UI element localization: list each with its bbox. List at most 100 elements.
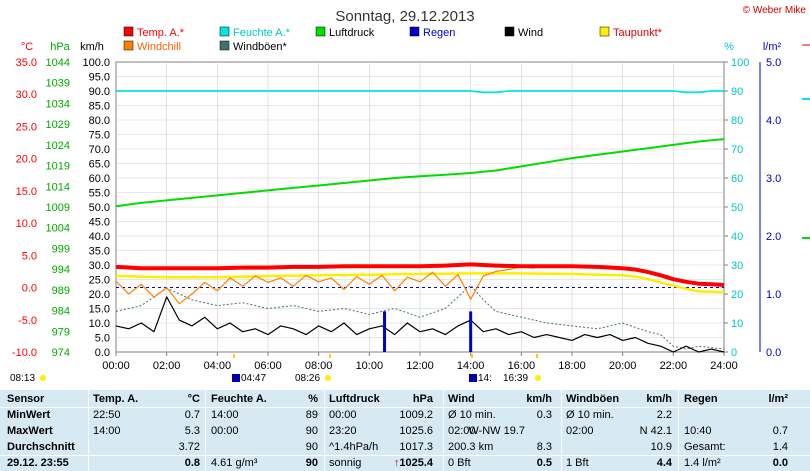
tick-label-temp: -5.0	[18, 315, 37, 327]
tick-label-kmh: 100.0	[82, 57, 110, 69]
sunrise-time: 08:13	[10, 373, 35, 384]
series-line	[115, 262, 725, 287]
tick-label-temp: 30.0	[16, 89, 37, 101]
tick-label-kmh: 15.0	[89, 304, 110, 316]
tick-label-kmh: 75.0	[89, 130, 110, 142]
column-divider	[88, 390, 89, 471]
table-header: Feuchte A.	[211, 393, 267, 405]
tick-label-temp: 35.0	[16, 57, 37, 69]
tick-label-temp: 0.0	[22, 283, 37, 295]
table-cell: Gesamt:	[684, 441, 726, 453]
tick-label-rain: 3.0	[766, 173, 781, 185]
tick-label-rain: 0.0	[766, 347, 781, 359]
daylight-mark: 08:26	[295, 373, 320, 384]
legend-label: Feuchte A.*	[233, 27, 291, 39]
sun-icon	[535, 375, 541, 381]
table-cell: 1025.6	[399, 425, 433, 437]
legend-swatch	[123, 26, 134, 37]
tick-label-hpa: 1044	[46, 57, 70, 69]
axis-unit-hpa: hPa	[50, 41, 70, 53]
moonset-time: 04:47	[241, 373, 266, 384]
tick-label-kmh: 10.0	[89, 318, 110, 330]
tick-label-hpa: 994	[52, 264, 70, 276]
tick-label-kmh: 40.0	[89, 231, 110, 243]
row-divider	[0, 407, 810, 408]
table-cell: 02:00	[566, 425, 594, 437]
trend-up-icon: ↑	[393, 457, 400, 469]
table-cell: 0 Bft	[448, 457, 471, 469]
table-header: %	[308, 393, 318, 405]
legend-label: Temp. A.*	[137, 27, 185, 39]
table-header: km/h	[646, 393, 672, 405]
series-line	[115, 296, 725, 353]
tick-label-hpa: 979	[52, 326, 70, 338]
axis-unit-rain: l/m²	[763, 41, 782, 53]
table-cell: ↑1025.4	[393, 457, 433, 469]
table-cell: 2.2	[656, 409, 672, 421]
axis-marker	[233, 354, 235, 358]
table-header: Sensor	[7, 393, 45, 405]
tick-label-hpa: 989	[52, 285, 70, 297]
tick-label-rain: 2.0	[766, 231, 781, 243]
legend-swatch	[219, 40, 230, 51]
table-cell: 3.72	[178, 441, 200, 453]
table-header: °C	[187, 393, 200, 405]
table-cell: 0.7	[772, 425, 788, 437]
tick-label-temp: 25.0	[16, 121, 37, 133]
legend-swatch	[504, 26, 515, 37]
tick-label-x: 20:00	[609, 360, 637, 372]
table-cell: W-NW 19.7	[468, 425, 525, 437]
series-line	[116, 90, 724, 94]
tick-label-pct: 30	[731, 260, 743, 272]
tick-label-temp: -10.0	[12, 347, 37, 359]
tick-label-hpa: 974	[52, 347, 70, 359]
table-cell: 0.5	[536, 457, 552, 469]
tick-label-kmh: 50.0	[89, 202, 110, 214]
legend-label: Taupunkt*	[613, 27, 663, 39]
table-header: Luftdruck	[329, 393, 380, 405]
table-cell: 1.4 l/m²	[684, 457, 721, 469]
sunset-time: 16:39	[503, 373, 528, 384]
tick-label-pct: 40	[731, 231, 743, 243]
tick-label-x: 00:00	[102, 360, 130, 372]
tick-label-hpa: 1014	[46, 181, 70, 193]
legend-swatch	[599, 26, 610, 37]
series-line	[115, 284, 725, 350]
tick-label-x: 16:00	[508, 360, 536, 372]
tick-label-x: 06:00	[254, 360, 282, 372]
legend-swatch	[123, 40, 134, 51]
tick-label-rain: 4.0	[766, 115, 781, 127]
tick-label-hpa: 1039	[46, 78, 70, 90]
tick-label-pct: 10	[731, 318, 743, 330]
axis-marker	[471, 354, 473, 358]
table-cell: 23:20	[329, 425, 357, 437]
axis-marker	[536, 354, 538, 358]
tick-label-hpa: 1004	[46, 223, 70, 235]
tick-label-temp: 15.0	[16, 186, 37, 198]
tick-label-x: 02:00	[153, 360, 181, 372]
tick-label-hpa: 1029	[46, 119, 70, 131]
axis-unit-temp: °C	[21, 41, 33, 53]
table-cell: 4.4	[656, 457, 672, 469]
axis-marker	[329, 354, 331, 358]
table-cell: Ø 10 min.	[448, 409, 496, 421]
tick-label-kmh: 80.0	[89, 115, 110, 127]
tick-label-rain: 5.0	[766, 57, 781, 69]
tick-label-x: 24:00	[710, 360, 738, 372]
tick-label-kmh: 35.0	[89, 246, 110, 258]
row-divider	[0, 455, 810, 456]
table-cell: 1.4	[772, 441, 788, 453]
table-cell: ^1.4hPa/h	[329, 441, 379, 453]
sun-icon	[40, 375, 46, 381]
tick-label-hpa: 1034	[46, 98, 70, 110]
legend-swatch	[315, 26, 326, 37]
table-header: Wind	[448, 393, 475, 405]
tick-label-kmh: 60.0	[89, 173, 110, 185]
table-cell: N 42.1	[639, 425, 672, 437]
table-cell: 1 Bft	[566, 457, 589, 469]
column-divider	[443, 390, 444, 471]
table-cell: 10:40	[684, 425, 712, 437]
rain-bar	[383, 311, 387, 352]
column-divider	[678, 390, 679, 471]
table-cell: 0.7	[184, 409, 200, 421]
